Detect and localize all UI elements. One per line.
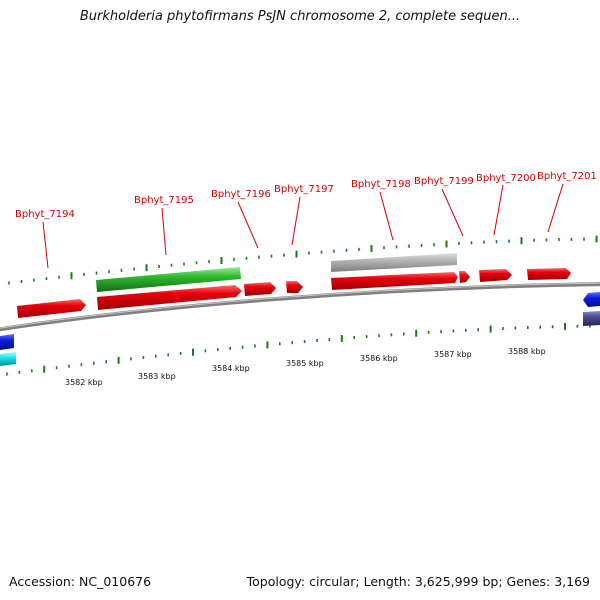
- kbp-label: 3582 kbp: [65, 378, 103, 387]
- kbp-label: 3584 kbp: [212, 364, 250, 373]
- kbp-label: 3587 kbp: [434, 350, 472, 359]
- gene-label: Bphyt_7197: [274, 184, 334, 195]
- gene-label: Bphyt_7200: [476, 173, 536, 184]
- map-title: Burkholderia phytofirmans PsJN chromosom…: [79, 9, 521, 24]
- gene-label: Bphyt_7198: [351, 179, 411, 190]
- chromosome-backbone-highlight: [0, 282, 600, 329]
- gene-bphyt-7194[interactable]: [17, 299, 86, 318]
- outer-tick-ring: [8, 235, 598, 285]
- gene-label-group: Bphyt_7194 Bphyt_7195 Bphyt_7196 Bphyt_7…: [15, 171, 597, 220]
- gene-bphyt-7198[interactable]: [331, 272, 458, 290]
- kbp-label-group: 3582 kbp 3583 kbp 3584 kbp 3585 kbp 3586…: [65, 347, 546, 387]
- gene-label: Bphyt_7196: [211, 189, 271, 200]
- gene-cyan-left[interactable]: [0, 352, 16, 366]
- kbp-label: 3585 kbp: [286, 359, 324, 368]
- gene-blue-right[interactable]: [583, 292, 600, 307]
- gene-bphyt-7200[interactable]: [479, 269, 512, 282]
- gene-label: Bphyt_7199: [414, 176, 474, 187]
- gene-bphyt-7201[interactable]: [527, 268, 571, 280]
- accession-label: Accession: NC_010676: [9, 574, 152, 589]
- gene-bphyt-7196[interactable]: [244, 282, 276, 296]
- label-leaders: [42, 183, 564, 269]
- gene-gray-feature[interactable]: [331, 253, 457, 272]
- gene-bphyt-7199[interactable]: [459, 271, 470, 283]
- kbp-label: 3583 kbp: [138, 372, 176, 381]
- inner-tick-ring: [6, 322, 591, 376]
- gene-bphyt-7197[interactable]: [286, 281, 303, 293]
- gene-label: Bphyt_7195: [134, 195, 194, 206]
- gene-label: Bphyt_7201: [537, 171, 597, 182]
- gene-blue-left[interactable]: [0, 334, 14, 350]
- gene-label: Bphyt_7194: [15, 209, 75, 220]
- chromosome-backbone: [0, 282, 600, 332]
- gene-slate-right[interactable]: [583, 311, 600, 326]
- kbp-label: 3588 kbp: [508, 347, 546, 356]
- gene-features: [0, 253, 600, 366]
- gene-bphyt-7195[interactable]: [97, 285, 242, 310]
- genome-summary-label: Topology: circular; Length: 3,625,999 bp…: [246, 574, 590, 589]
- kbp-label: 3586 kbp: [360, 354, 398, 363]
- gene-green-feature[interactable]: [96, 267, 241, 292]
